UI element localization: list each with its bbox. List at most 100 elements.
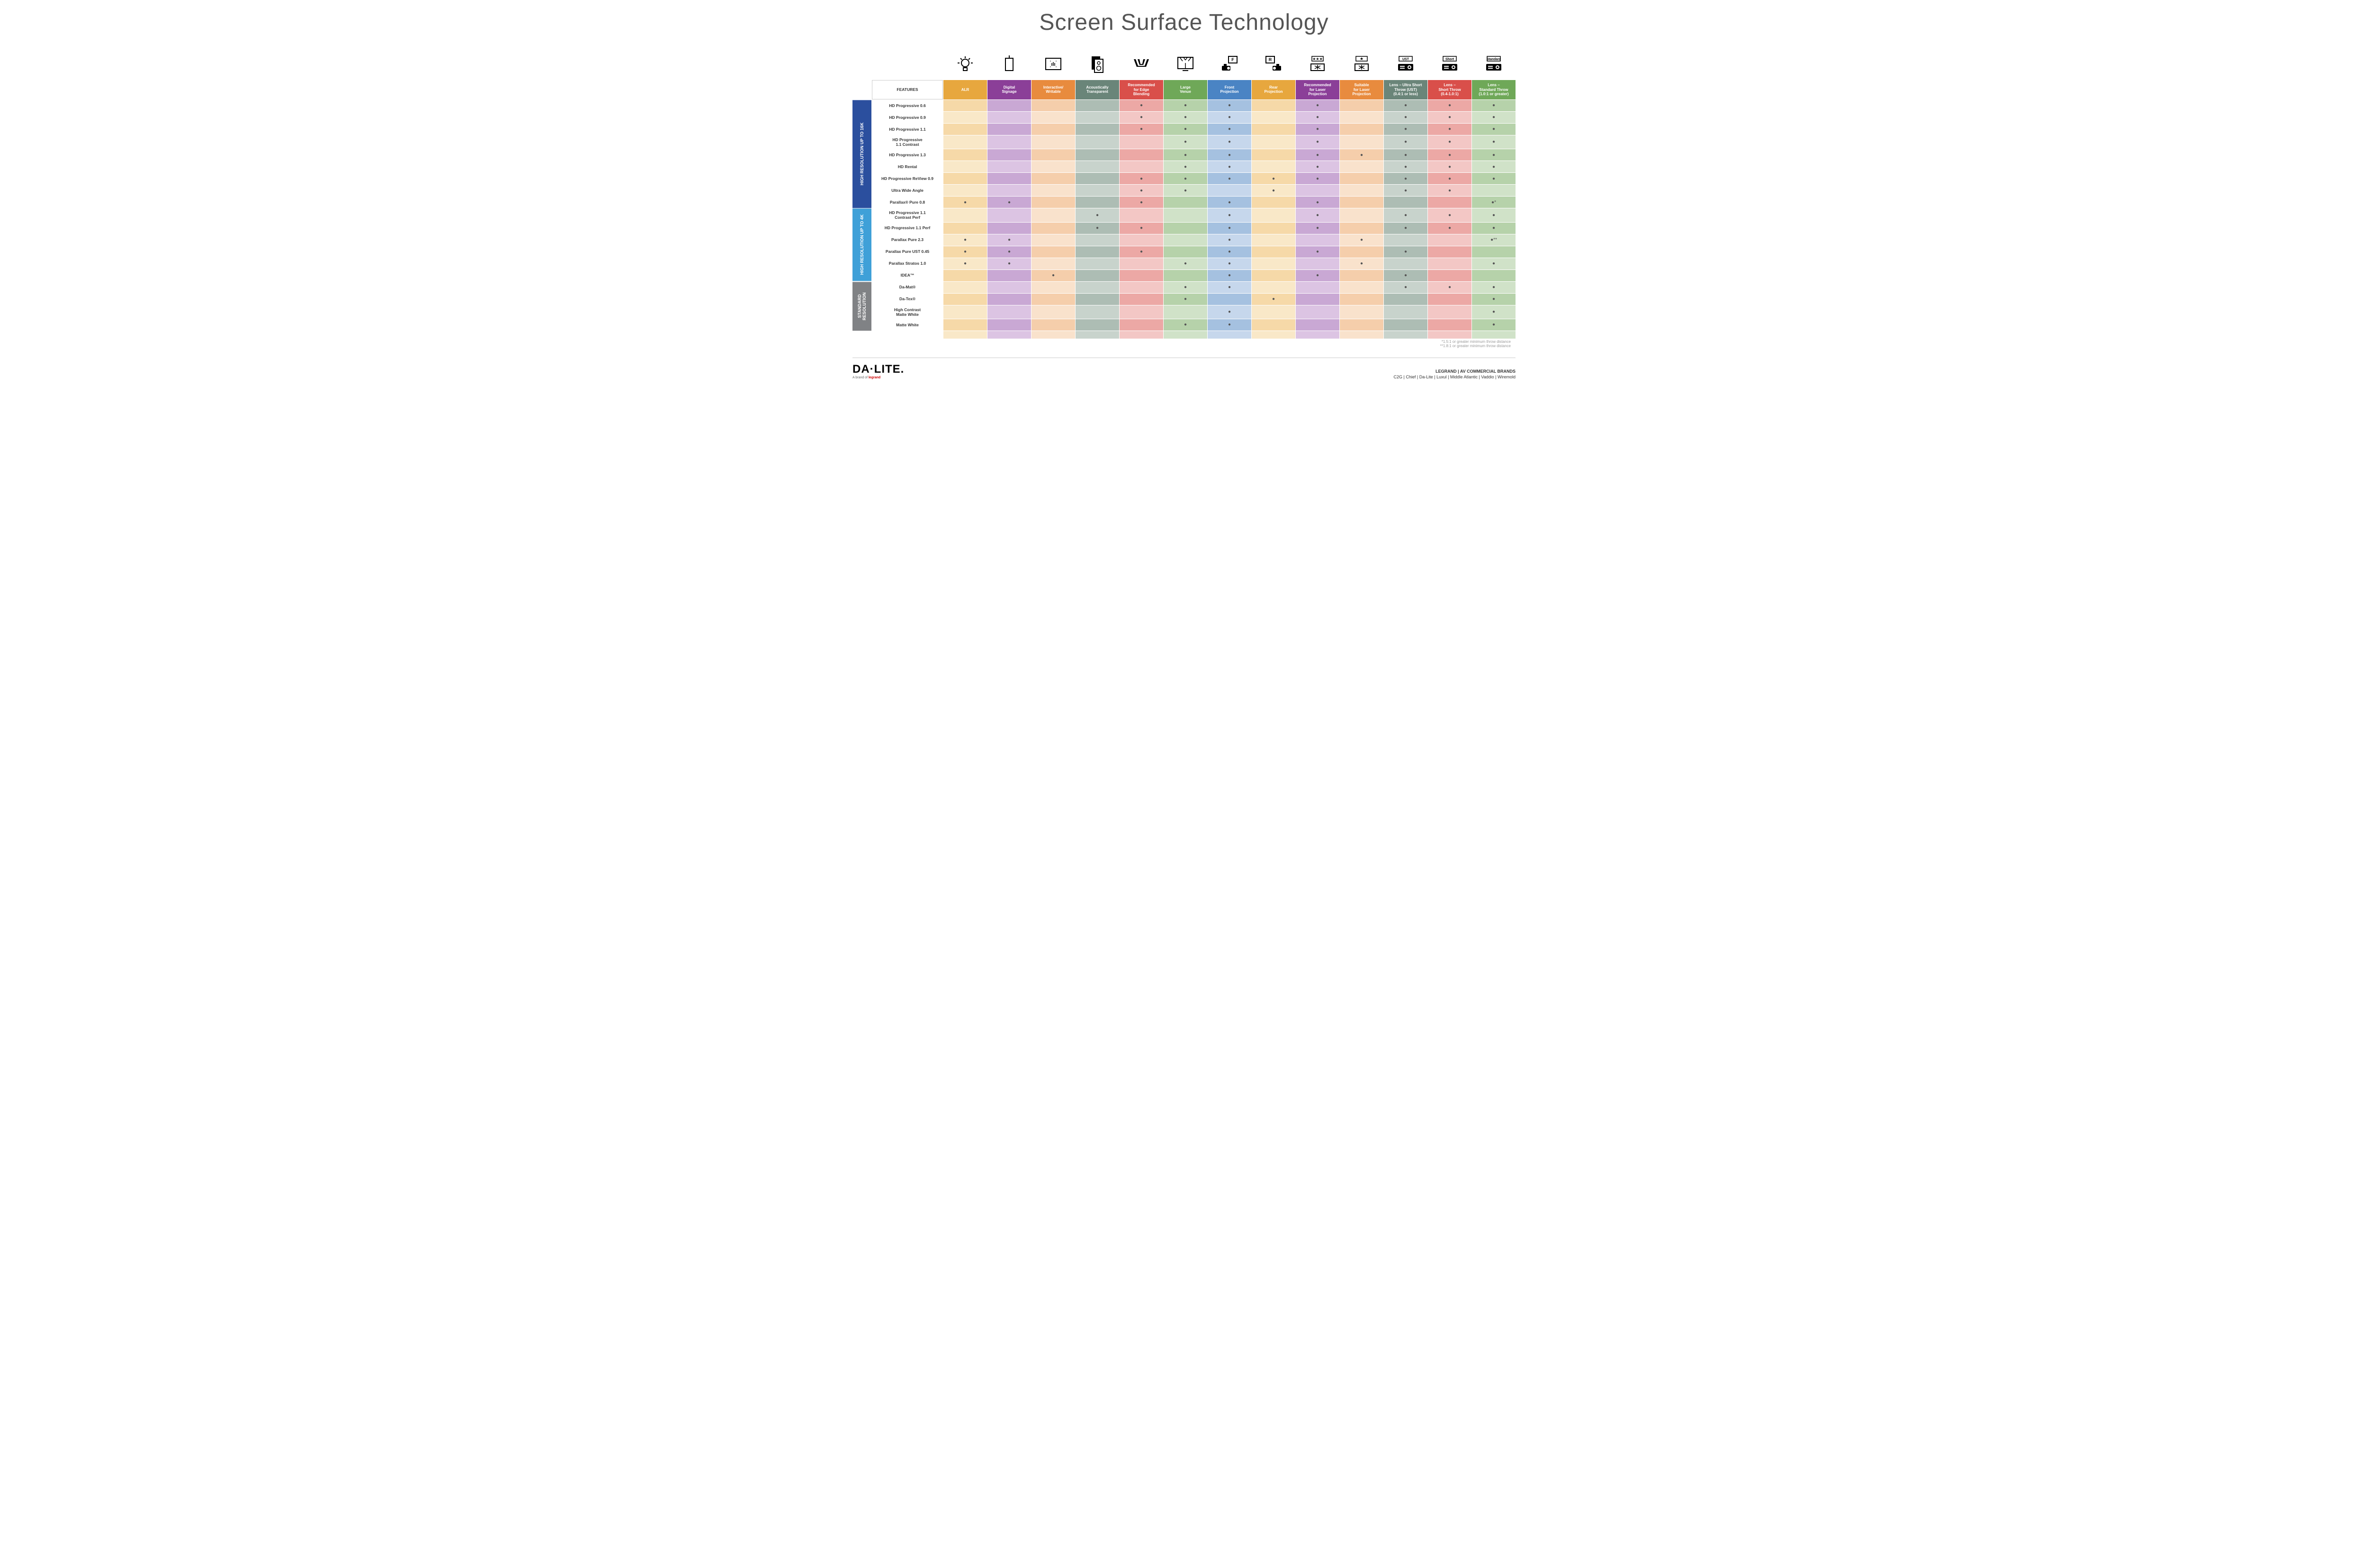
table-cell <box>1340 246 1383 258</box>
table-cell: ● <box>1032 270 1075 281</box>
row-label: Parallax Stratos 1.0 <box>872 258 943 269</box>
table-cell: ● <box>1384 100 1427 111</box>
table-cell <box>1252 197 1295 208</box>
table-cell <box>1340 319 1383 331</box>
table-cell <box>1032 185 1075 196</box>
table-cell <box>1120 161 1163 172</box>
table-cell <box>1120 208 1163 222</box>
svg-text:★: ★ <box>1360 56 1363 61</box>
table-cell <box>1296 305 1339 319</box>
svg-text:Standard: Standard <box>1487 58 1501 61</box>
table-cell: ● <box>1120 197 1163 208</box>
table-cell: ● <box>1296 197 1339 208</box>
page: Screen Surface Technology FR★★★★USTShort… <box>852 9 1516 379</box>
table-cell: ● <box>1208 135 1251 149</box>
table-cell: ● <box>1296 100 1339 111</box>
table-cell: ● <box>1164 294 1207 305</box>
table-cell: ● <box>1384 124 1427 135</box>
table-cell <box>1164 270 1207 281</box>
table-cell <box>1164 246 1207 258</box>
column-header: ALR <box>943 80 987 99</box>
table-cell <box>1032 294 1075 305</box>
table-cell <box>1296 282 1339 293</box>
table-cell: ● <box>1428 112 1471 123</box>
table-cell <box>1164 223 1207 234</box>
row-label: HD Progressive 1.1 Contrast Perf <box>872 208 943 222</box>
table-cell <box>943 270 987 281</box>
column-header: Lens – Short Throw (0.4-1.0:1) <box>1428 80 1471 99</box>
column-icon-laser-rec: ★★★ <box>1296 50 1339 78</box>
svg-text:UST: UST <box>1402 58 1409 61</box>
column-icon-front: F <box>1208 50 1251 78</box>
row-label: HD Progressive 1.1 Perf <box>872 223 943 234</box>
table-cell <box>943 319 987 331</box>
table-cell: ● <box>1296 223 1339 234</box>
table-cell <box>1032 246 1075 258</box>
table-cell: ● <box>987 246 1031 258</box>
table-cell <box>1428 305 1471 319</box>
table-cell: ● <box>987 258 1031 269</box>
table-cell <box>1076 100 1119 111</box>
table-cell: ● <box>1384 246 1427 258</box>
table-cell: ● <box>1472 161 1516 172</box>
column-icon-standard: Standard <box>1472 50 1516 78</box>
row-label: Parallax Pure UST 0.45 <box>872 246 943 258</box>
table-cell <box>1252 305 1295 319</box>
table-cell: ● <box>1296 161 1339 172</box>
row-label: Ultra Wide Angle <box>872 185 943 196</box>
table-cell <box>1164 197 1207 208</box>
table-cell: ● <box>1252 294 1295 305</box>
table-cell <box>943 305 987 319</box>
table-cell: ● <box>1120 246 1163 258</box>
table-cell: ● <box>1120 173 1163 184</box>
row-label: IDEA™ <box>872 270 943 281</box>
table-cell <box>1252 234 1295 246</box>
table-cell <box>1032 282 1075 293</box>
table-cell <box>1340 208 1383 222</box>
table-cell: ● <box>1120 100 1163 111</box>
table-cell <box>1076 173 1119 184</box>
column-header: Recommended for Laser Projection <box>1296 80 1339 99</box>
group-label: HIGH RESOLUTION UP TO 4K <box>852 208 871 281</box>
footnote-2: **1.8:1 or greater minimum throw distanc… <box>852 344 1511 348</box>
table-cell: ● <box>1384 282 1427 293</box>
column-icon-bulb <box>943 50 987 78</box>
table-cell <box>1296 294 1339 305</box>
table-cell: ● <box>1340 234 1383 246</box>
icons-row: FR★★★★USTShortStandard <box>852 50 1516 78</box>
table-cell: ● <box>1428 223 1471 234</box>
table-cell: ● <box>1472 135 1516 149</box>
table-cell <box>1340 135 1383 149</box>
features-header: FEATURES <box>872 80 943 99</box>
table-cell: ● <box>1472 100 1516 111</box>
table-cell: ● <box>1076 208 1119 222</box>
table-cell <box>1472 185 1516 196</box>
table-cell: ● <box>1120 124 1163 135</box>
table-cell: ●** <box>1472 234 1516 246</box>
table-cell <box>1076 161 1119 172</box>
table-cell: ● <box>1076 223 1119 234</box>
table-cell <box>987 161 1031 172</box>
table-cell <box>1032 319 1075 331</box>
table-cell <box>943 185 987 196</box>
table-cell <box>1252 208 1295 222</box>
table-cell: ● <box>987 197 1031 208</box>
table-cell <box>1076 197 1119 208</box>
table-cell <box>1120 294 1163 305</box>
table-cell <box>1208 185 1251 196</box>
table-cell: ● <box>1208 319 1251 331</box>
brands-heading: LEGRAND | AV COMMERCIAL BRANDS <box>1394 369 1516 374</box>
brands: LEGRAND | AV COMMERCIAL BRANDS C2G | Chi… <box>1394 369 1516 379</box>
table-cell <box>1208 294 1251 305</box>
table-cell: ● <box>1296 124 1339 135</box>
table-cell <box>987 305 1031 319</box>
table-cell <box>1076 305 1119 319</box>
table-cell <box>943 173 987 184</box>
table-cell <box>1076 234 1119 246</box>
table-cell <box>1076 258 1119 269</box>
table-cell: ● <box>1164 161 1207 172</box>
table-cell: ● <box>1428 173 1471 184</box>
table-cell <box>1032 197 1075 208</box>
table-cell <box>1252 270 1295 281</box>
table-cell <box>943 100 987 111</box>
